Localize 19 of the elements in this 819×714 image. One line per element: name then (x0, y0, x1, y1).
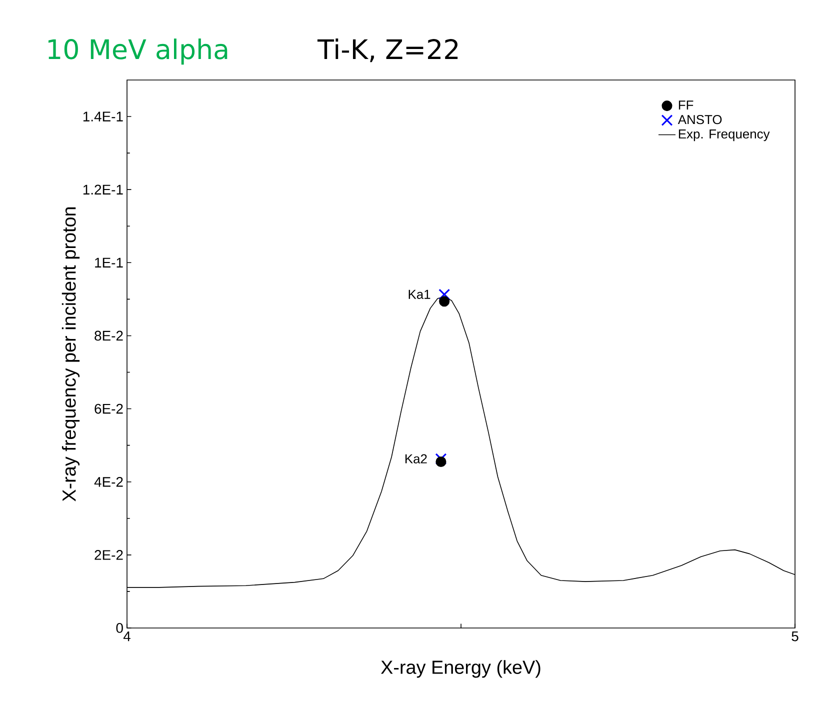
y-tick-label: 1E-1 (95, 258, 123, 268)
y-tick-label: 4E-2 (94, 476, 123, 487)
legend-label: ANSTO (678, 114, 722, 124)
y-tick-label: 2E-2 (94, 550, 123, 560)
legend-label: FF (678, 100, 694, 110)
x-tick-label: 5 (792, 632, 798, 642)
y-tick-label: 8E-2 (94, 330, 123, 341)
annotation: Ka1 (408, 290, 430, 299)
chart-subtitle: 10 MeV alpha (48, 38, 228, 65)
y-tick-label: 1.4E-1 (83, 112, 123, 122)
y-tick-label: 1.2E-1 (83, 184, 123, 194)
y-tick-label: 6E-2 (94, 404, 123, 414)
annotation: Ka2 (405, 454, 427, 464)
legend-label: Exp. Frequency (678, 130, 770, 142)
y-axis-title: X-ray frequency per incident proton (62, 207, 80, 502)
x-tick-label: 4 (123, 632, 130, 642)
chart-title: Ti-K, Z=22 (317, 38, 458, 62)
y-tick-label: 0 (116, 623, 123, 633)
x-axis-title: X-ray Energy (keV) (380, 660, 540, 678)
